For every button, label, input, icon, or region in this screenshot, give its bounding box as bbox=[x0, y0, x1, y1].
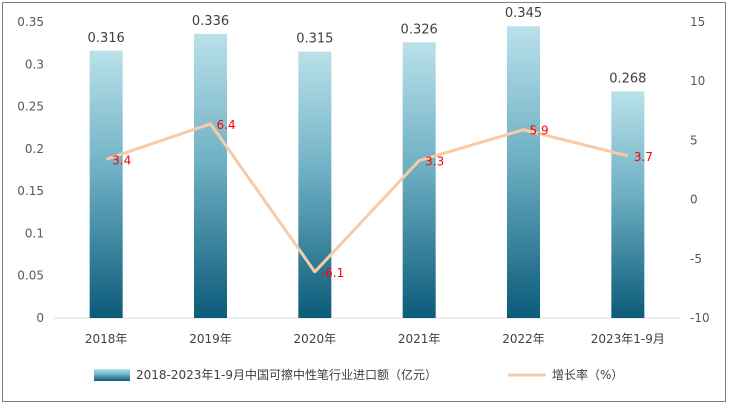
growth-rate-data-labels: 3.4 6.4 -6.1 3.3 5.9 3.7 bbox=[112, 118, 653, 280]
bar-value-label: 0.345 bbox=[505, 6, 542, 21]
legend-label-bar: 2018-2023年1-9月中国可擦中性笔行业进口额（亿元） bbox=[136, 367, 437, 382]
bar bbox=[402, 42, 436, 318]
rate-value-label: 3.7 bbox=[634, 150, 653, 164]
bar-value-label: 0.336 bbox=[192, 14, 229, 29]
left-tick-label: 0.35 bbox=[17, 15, 44, 29]
right-tick-label: 5 bbox=[690, 133, 698, 147]
right-tick-label: -5 bbox=[690, 252, 702, 266]
legend-swatch-bar bbox=[94, 369, 130, 381]
rate-value-label: 5.9 bbox=[530, 124, 549, 138]
left-tick-label: 0.25 bbox=[17, 100, 44, 114]
left-tick-label: 0.1 bbox=[25, 226, 44, 240]
bar-value-label: 0.326 bbox=[401, 22, 438, 37]
category-label: 2019年 bbox=[189, 332, 232, 346]
rate-value-label: 6.4 bbox=[217, 118, 236, 132]
bar-value-label: 0.268 bbox=[609, 71, 646, 86]
rate-value-label: -6.1 bbox=[321, 266, 344, 280]
bar bbox=[194, 33, 227, 319]
bar bbox=[611, 91, 645, 318]
right-tick-label: 10 bbox=[690, 74, 705, 88]
right-tick-label: 15 bbox=[690, 15, 705, 29]
legend: 2018-2023年1-9月中国可擦中性笔行业进口额（亿元） 增长率（%） bbox=[94, 367, 623, 382]
growth-rate-line bbox=[105, 122, 629, 274]
rate-value-label: 3.4 bbox=[112, 153, 131, 167]
bar bbox=[507, 26, 540, 318]
bar-value-label: 0.315 bbox=[296, 32, 333, 47]
left-tick-label: 0.3 bbox=[25, 57, 44, 71]
legend-label-line: 增长率（%） bbox=[552, 367, 623, 382]
left-tick-label: 0.2 bbox=[25, 142, 44, 156]
bar bbox=[89, 50, 123, 319]
left-axis: 0 0.05 0.1 0.15 0.2 0.25 0.3 0.35 bbox=[17, 15, 44, 325]
left-tick-label: 0.05 bbox=[17, 269, 44, 283]
bar-value-label: 0.316 bbox=[88, 31, 125, 46]
category-label: 2021年 bbox=[398, 332, 441, 346]
category-label: 2020年 bbox=[294, 332, 337, 346]
category-label: 2023年1-9月 bbox=[591, 332, 665, 346]
left-tick-label: 0.15 bbox=[17, 184, 44, 198]
right-tick-label: -10 bbox=[690, 311, 710, 325]
right-axis: -10 -5 0 5 10 15 bbox=[690, 15, 710, 325]
rate-value-label: 3.3 bbox=[425, 155, 444, 169]
category-label: 2018年 bbox=[85, 332, 128, 346]
x-axis-category-labels: 2018年 2019年 2020年 2021年 2022年 2023年1-9月 bbox=[85, 332, 665, 346]
left-tick-label: 0 bbox=[36, 311, 44, 325]
right-tick-label: 0 bbox=[690, 193, 698, 207]
bar-data-labels: 0.316 0.336 0.315 0.326 0.345 0.268 bbox=[88, 6, 647, 86]
category-label: 2022年 bbox=[502, 332, 545, 346]
bar bbox=[298, 51, 332, 318]
bar-series bbox=[89, 26, 645, 319]
